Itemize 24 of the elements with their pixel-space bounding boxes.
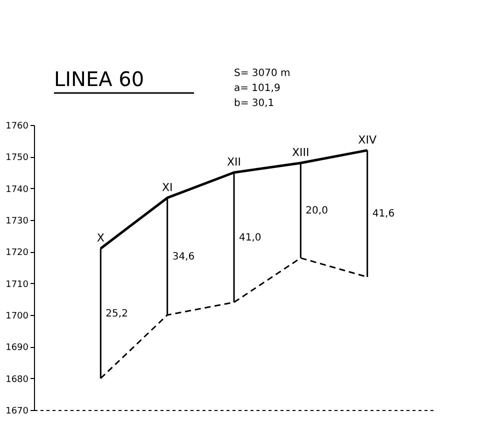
y-tick-label: 1710: [6, 280, 29, 290]
y-tick-label: 1700: [6, 312, 29, 322]
annotation: 25,2: [106, 308, 128, 320]
y-tick-label: 1750: [6, 153, 29, 164]
y-tick-label: 1690: [6, 343, 29, 354]
y-tick-label: 1670: [6, 406, 29, 416]
y-tick-label: 1760: [6, 122, 29, 132]
annotation: XII: [226, 156, 242, 168]
annotation: 41,0: [239, 232, 262, 244]
annotation: XI: [162, 180, 173, 194]
annotation: 20,0: [306, 206, 328, 216]
y-tick-label: 1720: [6, 248, 29, 258]
annotation: XIV: [358, 133, 377, 146]
chart-title: LINEA 60: [54, 67, 144, 91]
annotation: X: [96, 232, 105, 244]
text: a= 101,9: [234, 83, 280, 94]
y-tick-label: 1740: [6, 184, 29, 195]
y-tick-label: 1730: [6, 216, 29, 226]
annotation: 34,6: [172, 251, 195, 262]
text: b= 30,1: [234, 98, 274, 109]
annotation: 41,6: [372, 208, 395, 220]
text: S= 3070 m: [234, 68, 290, 79]
annotation: XIII: [292, 146, 310, 159]
y-tick-label: 1680: [6, 374, 29, 385]
